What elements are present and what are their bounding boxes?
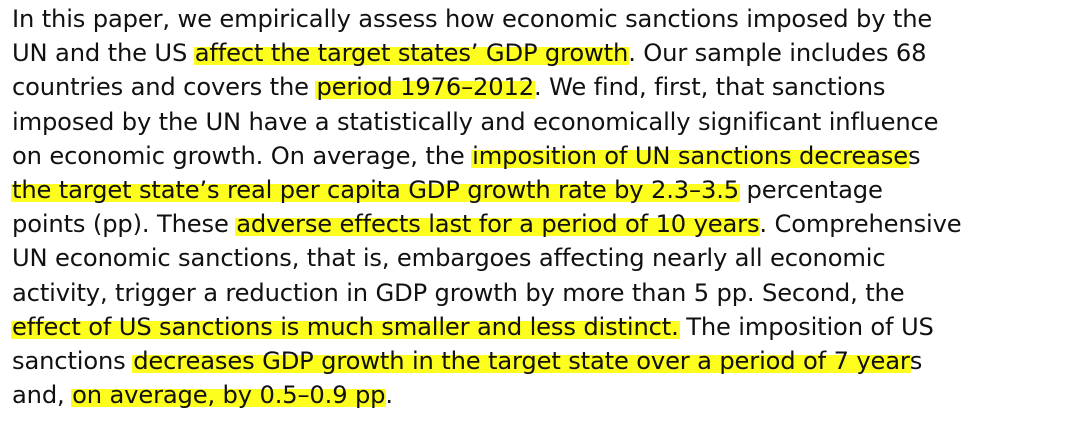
text-run: The imposition of US	[678, 312, 934, 341]
highlighted-text: period 1976–2012	[315, 73, 535, 102]
text-line: imposed by the UN have a statistically a…	[12, 105, 1082, 139]
text-run: . We find, first, that sanctions	[533, 73, 886, 102]
text-run: sanctions	[12, 346, 134, 375]
text-line: UN economic sanctions, that is, embargoe…	[12, 241, 1082, 275]
text-run: . Our sample includes 68	[628, 39, 927, 68]
text-run: s	[908, 141, 921, 170]
highlighted-text: affect the target states’ GDP growth	[193, 39, 630, 68]
text-run: UN economic sanctions, that is, embargoe…	[12, 244, 886, 273]
text-line: and, on average, by 0.5–0.9 pp.	[12, 378, 1082, 412]
text-run: countries and covers the	[12, 73, 317, 102]
highlighted-text: decreases GDP growth in the target state…	[132, 346, 911, 375]
text-line: points (pp). These adverse effects last …	[12, 207, 1082, 241]
highlighted-text: imposition of UN sanctions decrease	[471, 141, 909, 170]
abstract-paragraph: In this paper, we empirically assess how…	[11, 2, 1082, 412]
text-line: activity, trigger a reduction in GDP gro…	[12, 276, 1082, 310]
text-run: . Comprehensive	[759, 210, 962, 239]
text-run: imposed by the UN have a statistically a…	[12, 107, 939, 136]
text-run: activity, trigger a reduction in GDP gro…	[12, 278, 905, 307]
text-line: In this paper, we empirically assess how…	[12, 2, 1082, 36]
text-run: UN and the US	[12, 39, 195, 68]
text-run: In this paper, we empirically assess how…	[12, 5, 933, 33]
highlighted-text: effect of US sanctions is much smaller a…	[11, 312, 680, 341]
text-run: s	[909, 346, 923, 375]
text-run: and,	[12, 381, 73, 410]
highlighted-text: adverse effects last for a period of 10 …	[235, 210, 761, 239]
text-line: sanctions decreases GDP growth in the ta…	[12, 344, 1082, 378]
text-line: UN and the US affect the target states’ …	[12, 36, 1082, 70]
text-line: on economic growth. On average, the impo…	[12, 139, 1082, 173]
text-line: effect of US sanctions is much smaller a…	[11, 310, 1082, 344]
text-run: points (pp). These	[12, 210, 237, 239]
text-run: percentage	[739, 175, 883, 204]
highlighted-text: the target state’s real per capita GDP g…	[11, 175, 740, 204]
highlighted-text: on average, by 0.5–0.9 pp	[71, 381, 387, 410]
text-line: the target state’s real per capita GDP g…	[11, 173, 1082, 207]
text-run: on economic growth. On average, the	[12, 141, 473, 170]
text-line: countries and covers the period 1976–201…	[12, 70, 1082, 104]
text-run: .	[385, 381, 393, 410]
